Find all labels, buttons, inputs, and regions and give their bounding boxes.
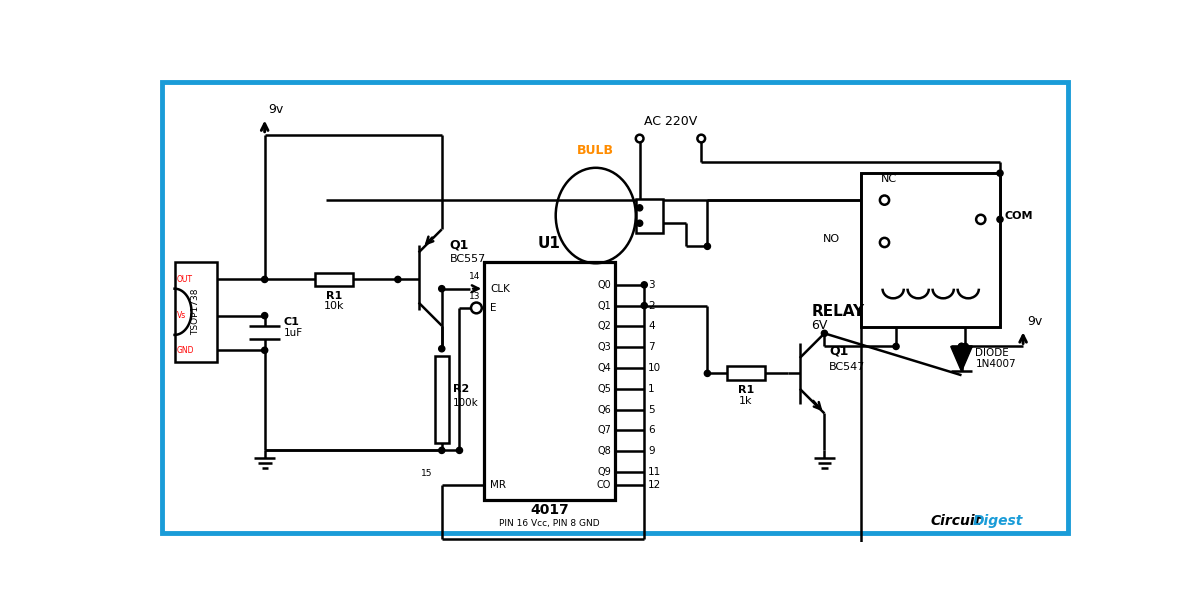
Text: OUT: OUT: [176, 275, 193, 284]
Circle shape: [959, 343, 965, 350]
Text: 3: 3: [648, 280, 655, 290]
Bar: [862, 173, 1000, 327]
Text: R1: R1: [738, 385, 754, 395]
Circle shape: [704, 370, 710, 376]
Circle shape: [959, 343, 965, 350]
Bar: [314, 272, 353, 286]
Text: 10k: 10k: [324, 301, 344, 311]
Text: U1: U1: [538, 236, 560, 251]
Text: 1k: 1k: [739, 396, 752, 406]
Text: AC 220V: AC 220V: [644, 114, 697, 128]
Circle shape: [641, 282, 647, 288]
Text: 15: 15: [421, 469, 432, 478]
Text: E: E: [491, 303, 497, 313]
Text: DIODE: DIODE: [976, 348, 1009, 357]
Text: TSOP1738: TSOP1738: [191, 289, 200, 335]
Text: 12: 12: [648, 480, 661, 490]
Circle shape: [262, 276, 268, 283]
Circle shape: [636, 205, 643, 211]
Bar: [484, 262, 616, 501]
Text: MR: MR: [491, 480, 506, 490]
Circle shape: [395, 276, 401, 283]
Text: Q0: Q0: [598, 280, 611, 290]
Text: NO: NO: [823, 234, 840, 244]
Text: BULB: BULB: [577, 144, 614, 157]
Text: 1uF: 1uF: [284, 328, 304, 339]
Text: 4017: 4017: [530, 503, 569, 517]
Text: 1N4007: 1N4007: [976, 359, 1016, 369]
Circle shape: [997, 216, 1003, 222]
Text: Q5: Q5: [598, 384, 611, 394]
Bar: [727, 367, 766, 380]
Bar: [434, 356, 449, 443]
Text: GND: GND: [176, 346, 194, 355]
Text: 9: 9: [648, 446, 655, 456]
Text: 5: 5: [648, 404, 655, 415]
Text: Q8: Q8: [598, 446, 611, 456]
Text: 6V: 6V: [811, 320, 828, 333]
Text: R1: R1: [326, 292, 342, 301]
Bar: [636, 199, 662, 233]
Text: PIN 16 Vcc, PIN 8 GND: PIN 16 Vcc, PIN 8 GND: [499, 519, 600, 528]
Polygon shape: [950, 347, 972, 371]
Text: 4: 4: [648, 322, 655, 331]
Text: 100k: 100k: [452, 398, 479, 407]
Text: R2: R2: [452, 384, 469, 394]
Text: CLK: CLK: [491, 284, 510, 294]
Text: COM: COM: [1004, 211, 1033, 222]
Text: Q9: Q9: [598, 467, 611, 477]
Circle shape: [997, 170, 1003, 176]
Text: 9v: 9v: [269, 103, 283, 116]
Text: 14: 14: [469, 272, 480, 281]
Text: Q4: Q4: [598, 363, 611, 373]
Text: CO: CO: [596, 480, 611, 490]
Circle shape: [704, 243, 710, 250]
Text: Q3: Q3: [598, 342, 611, 352]
Text: Q1: Q1: [450, 239, 469, 252]
Circle shape: [262, 312, 268, 319]
Text: BC557: BC557: [450, 255, 486, 264]
Text: C1: C1: [284, 317, 300, 327]
Text: Circuit: Circuit: [931, 514, 982, 528]
Text: Q7: Q7: [598, 425, 611, 435]
Circle shape: [456, 447, 462, 454]
Text: Q6: Q6: [598, 404, 611, 415]
Text: 10: 10: [648, 363, 661, 373]
Text: Digest: Digest: [973, 514, 1024, 528]
Text: 7: 7: [648, 342, 655, 352]
Circle shape: [636, 220, 643, 227]
Circle shape: [893, 343, 899, 350]
Circle shape: [641, 303, 647, 309]
Text: 11: 11: [648, 467, 661, 477]
Text: BC547: BC547: [829, 362, 865, 371]
Circle shape: [439, 286, 445, 292]
Circle shape: [962, 343, 968, 350]
Text: 2: 2: [648, 301, 655, 311]
Circle shape: [439, 346, 445, 352]
Text: Q2: Q2: [598, 322, 611, 331]
Bar: [174, 262, 217, 362]
Text: RELAY: RELAY: [811, 304, 864, 319]
Text: 9v: 9v: [1027, 315, 1042, 328]
Circle shape: [821, 330, 828, 336]
Text: NC: NC: [881, 174, 896, 185]
Circle shape: [262, 347, 268, 353]
Text: Q1: Q1: [829, 344, 848, 357]
Text: 1: 1: [648, 384, 655, 394]
Circle shape: [439, 447, 445, 454]
Text: 6: 6: [648, 425, 655, 435]
Text: Vs: Vs: [176, 311, 186, 320]
Text: 13: 13: [469, 292, 480, 301]
Text: Q1: Q1: [598, 301, 611, 311]
